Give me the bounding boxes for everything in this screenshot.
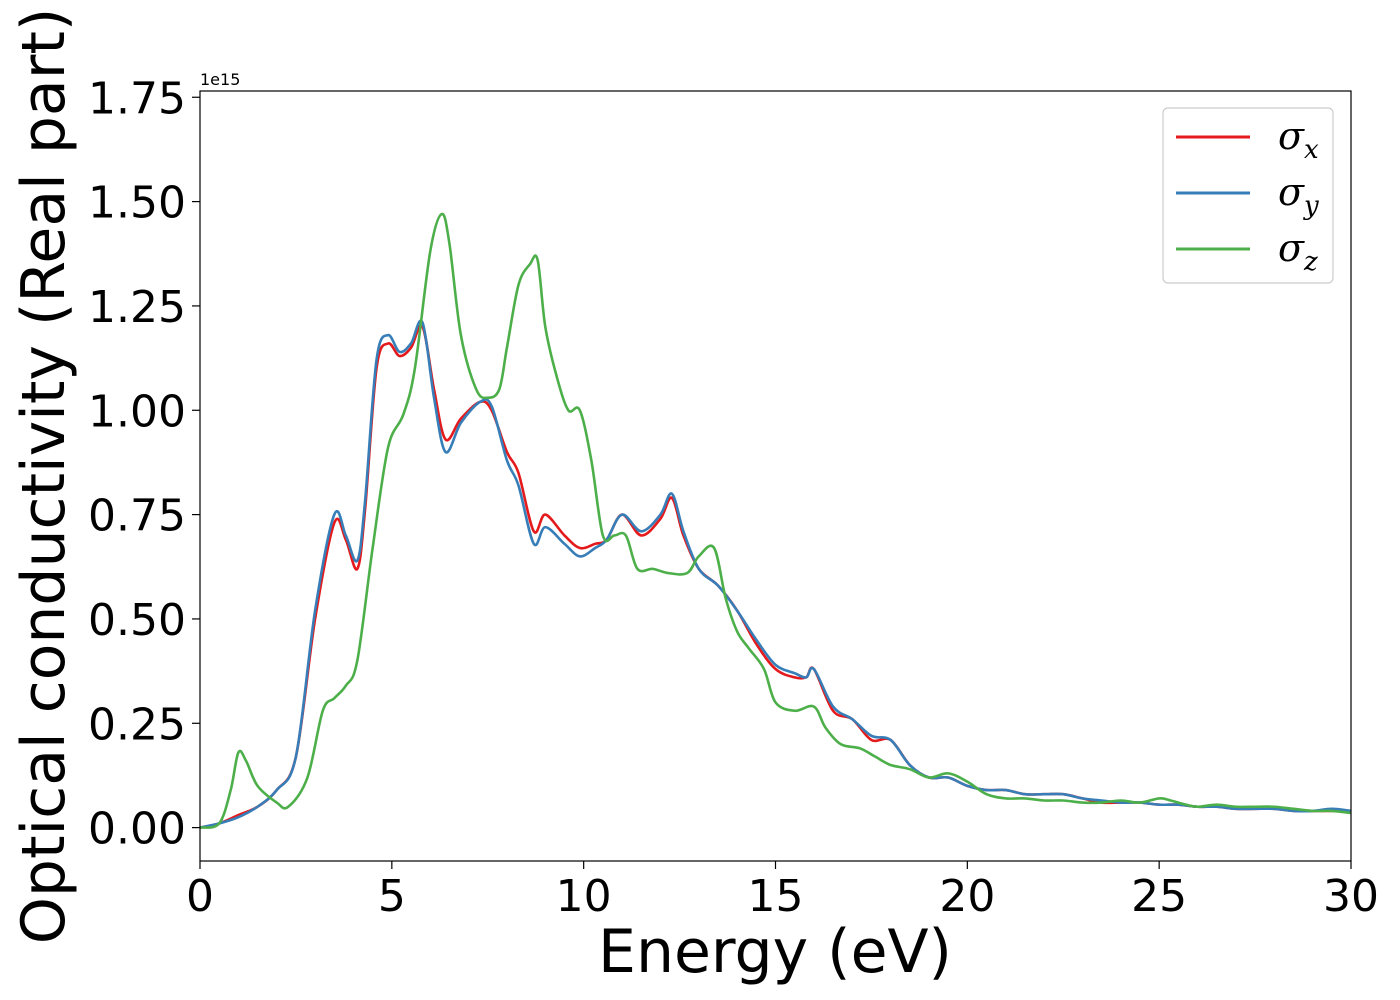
x-tick-label: 5 [378, 871, 406, 922]
x-axis-title: Energy (eV) [598, 917, 952, 987]
y-tick-label: 0.50 [88, 595, 186, 646]
y-tick-label: 0.25 [88, 699, 186, 750]
y-tick-label: 1.75 [88, 73, 186, 124]
legend-box [1162, 107, 1334, 284]
y-offset-label: 1e15 [200, 70, 240, 89]
x-axis: 0 5 10 15 20 25 30 [186, 861, 1379, 922]
series-line-sigma-y [200, 319, 1351, 829]
series-layer [200, 212, 1351, 829]
series-line-sigma-z [200, 212, 1351, 829]
x-tick-label: 15 [748, 871, 804, 922]
x-tick-label: 30 [1323, 871, 1379, 922]
y-tick-label: 1.50 [88, 178, 186, 229]
y-tick-label: 1.25 [88, 282, 186, 333]
y-tick-label: 1.00 [88, 386, 186, 437]
y-tick-label: 0.00 [88, 804, 186, 855]
y-axis: 0.00 0.25 0.50 0.75 1.00 1.25 1.50 1.75 [88, 73, 200, 855]
x-tick-label: 10 [556, 871, 612, 922]
legend-label-sigma-y: σy [1278, 170, 1319, 221]
x-tick-label: 25 [1131, 871, 1187, 922]
x-tick-label: 20 [939, 871, 995, 922]
y-axis-title: Optical conductivity (Real part) [9, 8, 79, 945]
plot-background [200, 91, 1351, 861]
y-tick-label: 0.75 [88, 491, 186, 542]
x-tick-label: 0 [186, 871, 214, 922]
